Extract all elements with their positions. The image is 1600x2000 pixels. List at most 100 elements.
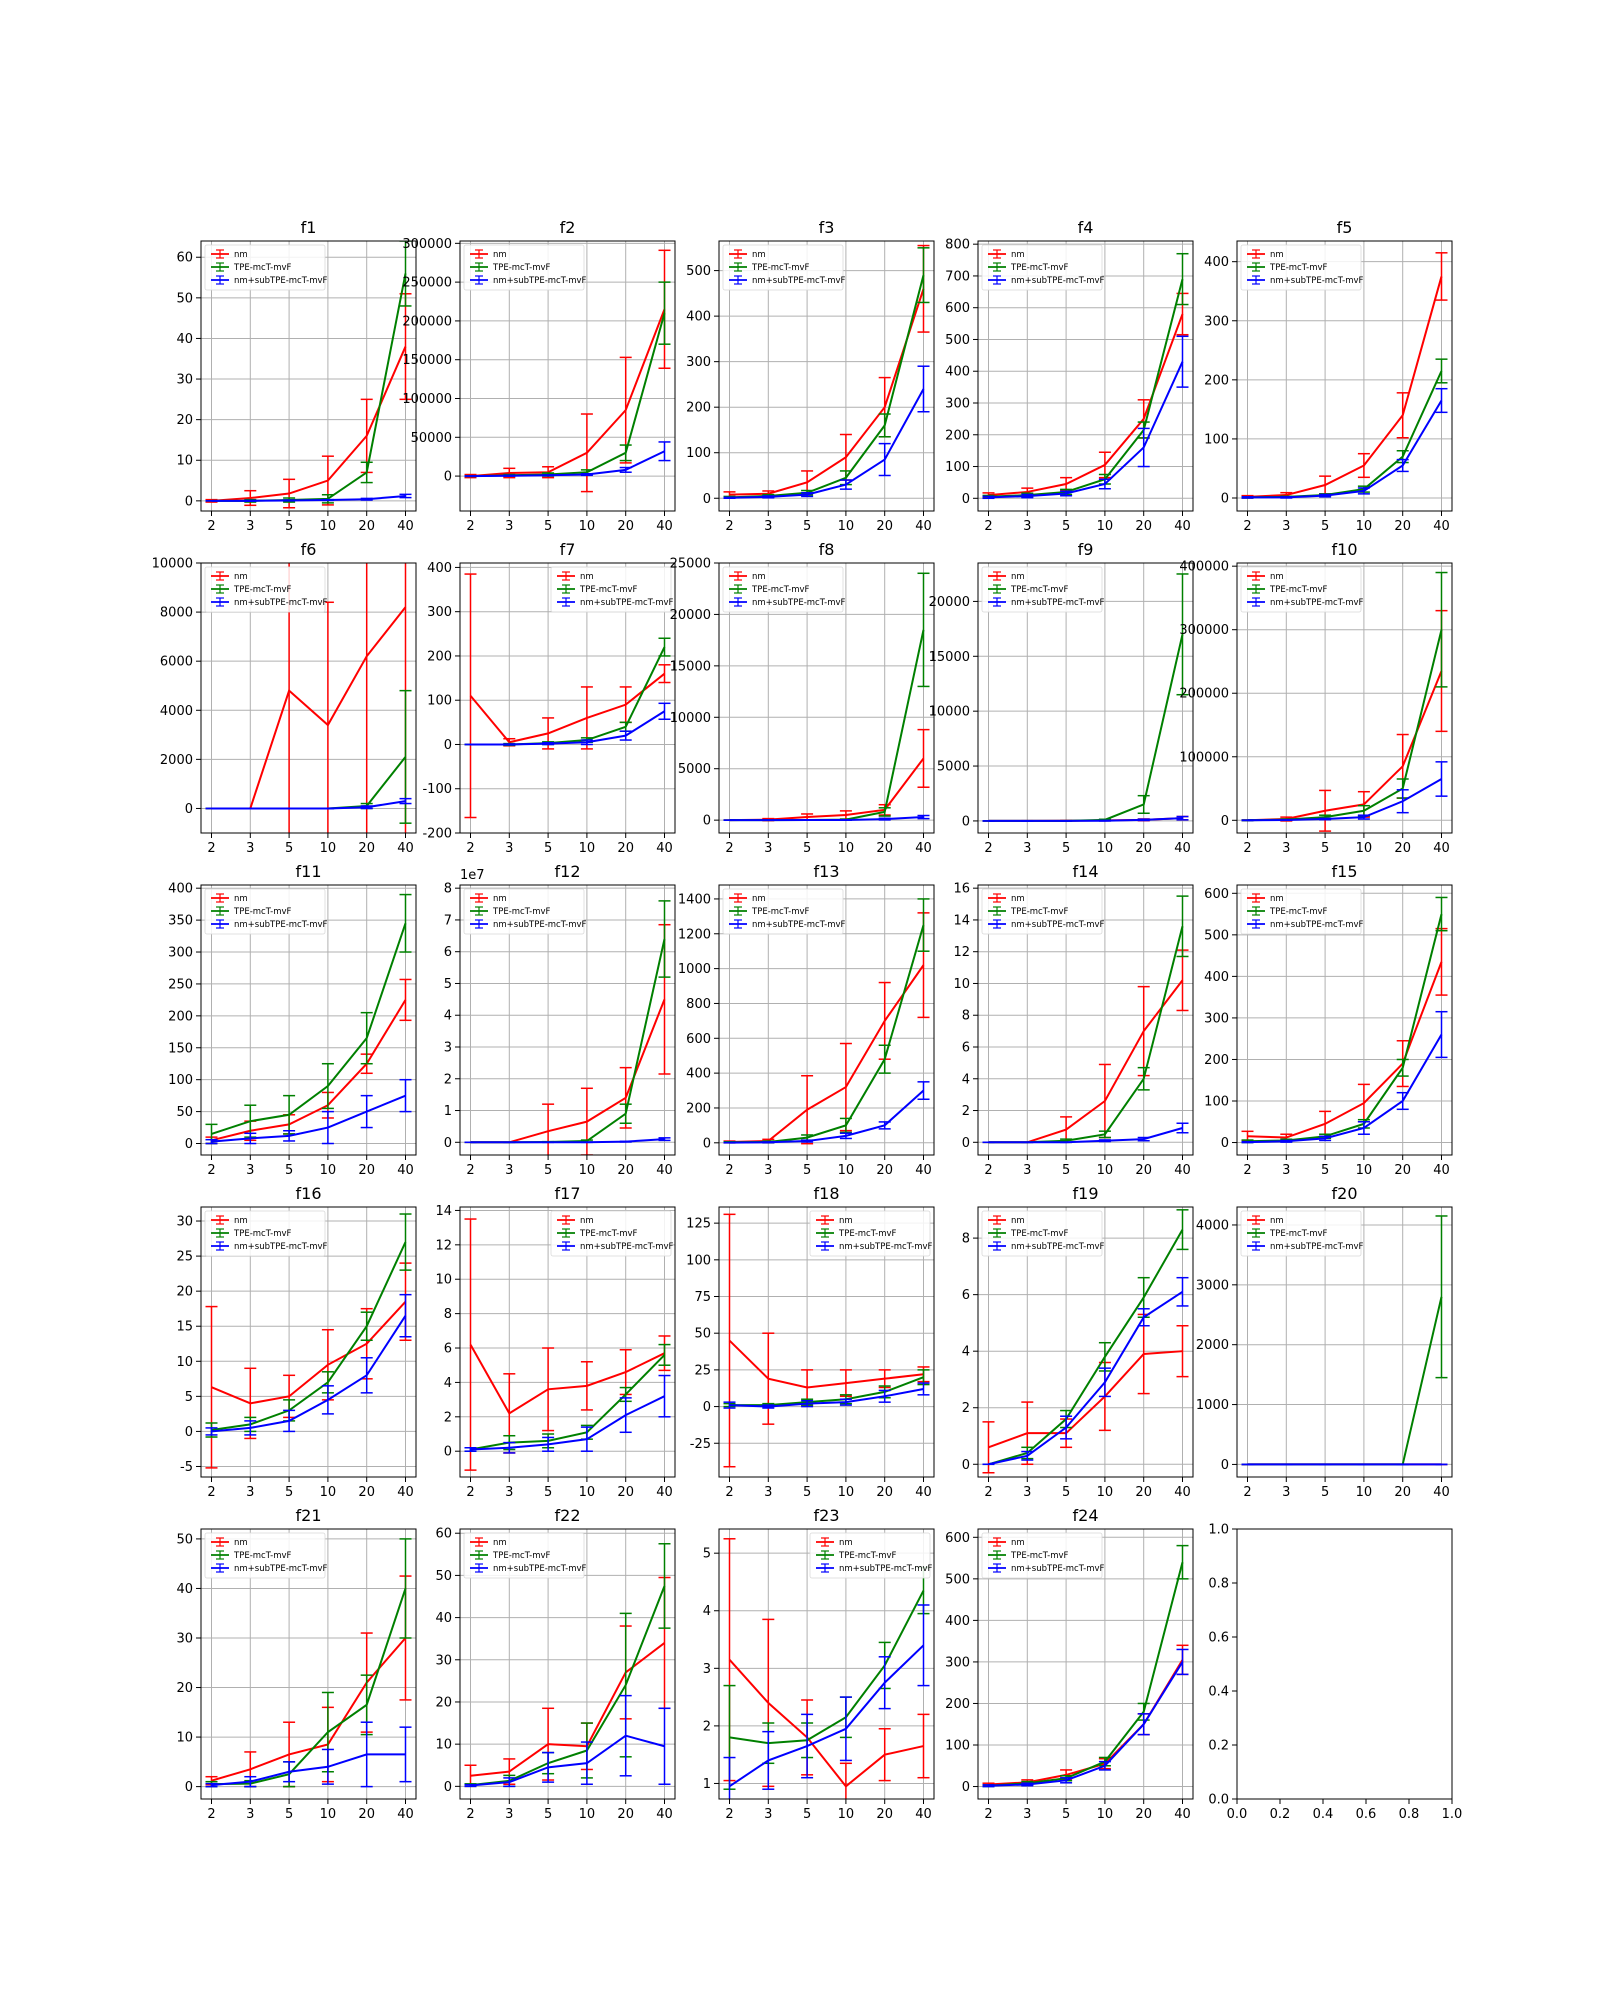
y-tick-label: 0: [703, 1400, 711, 1415]
legend-frame: [809, 1210, 931, 1257]
error-bar: [1176, 252, 1189, 306]
error-bar: [878, 817, 891, 821]
legend-frame: [204, 244, 326, 291]
x-tick-label: 5: [544, 1485, 552, 1500]
legend-label: TPE-mcT-mvF: [233, 1551, 291, 1561]
axes-frame: [459, 1206, 676, 1478]
y-tick-label: 100000: [1179, 750, 1229, 765]
y-tick-label: 15000: [670, 659, 711, 674]
error-bar: [762, 1332, 775, 1425]
error-bar: [1241, 1140, 1254, 1144]
series-line: [1247, 400, 1443, 499]
y-tick-label: 100: [686, 446, 711, 461]
subplot-title: f13: [814, 862, 840, 881]
y-tick-label: 200: [1204, 373, 1229, 388]
plot-area: [723, 244, 930, 500]
subplot-f2: 2 3 5 10 20 40 0 50000 100000 150000 200000 250000 3…: [402, 218, 676, 534]
error-bar: [917, 1081, 930, 1101]
y-tick-label: 400: [686, 1067, 711, 1082]
y-tick-label: 0: [703, 492, 711, 507]
series-line: [211, 346, 407, 502]
y-tick-label: 200000: [402, 314, 452, 329]
y-tick-label: 200: [686, 401, 711, 416]
error-bar: [1357, 487, 1370, 495]
y-tick-label: 0: [962, 492, 970, 507]
y-tick-label: 0.4: [1208, 1685, 1229, 1700]
y-tick-label: 40: [176, 1582, 193, 1597]
error-bar: [619, 1694, 632, 1777]
y-tick-label: 10: [435, 1273, 452, 1288]
legend-entry: nm+subTPE-mcT-mvF: [988, 275, 1104, 286]
x-tick-label: 10: [579, 1807, 596, 1822]
legend-label: nm+subTPE-mcT-mvF: [1011, 1242, 1104, 1252]
x-tick-label: 3: [505, 841, 513, 856]
y-tick-label: 14: [953, 913, 970, 928]
legend-frame: [550, 1210, 672, 1257]
x-tick-label: 10: [320, 1807, 337, 1822]
error-bar: [321, 1110, 334, 1145]
plot-area: [464, 900, 671, 1155]
series-nm+subTPE-mcT-mvF: [464, 702, 671, 746]
legend-entry: TPE-mcT-mvF: [211, 1550, 291, 1561]
error-bar: [801, 1074, 814, 1145]
error-bar: [542, 474, 555, 477]
x-tick-label: 10: [1097, 1485, 1114, 1500]
x-tick-label: 3: [764, 841, 772, 856]
legend-label: nm+subTPE-mcT-mvF: [234, 920, 327, 930]
error-bar: [723, 496, 736, 500]
subplot-title: f12: [555, 862, 581, 881]
plot-area: [464, 573, 671, 819]
legend-label: nm+subTPE-mcT-mvF: [234, 598, 327, 608]
x-tick-label: 5: [285, 1807, 293, 1822]
error-bar: [1396, 392, 1409, 439]
x-tick-label: 2: [984, 1163, 992, 1178]
y-tick-label: 10000: [670, 711, 711, 726]
x-tick-label: 5: [1062, 519, 1070, 534]
error-bar: [878, 1044, 891, 1074]
error-bar: [801, 1399, 814, 1408]
x-tick-label: 40: [915, 841, 932, 856]
y-tick-label: 250: [168, 977, 193, 992]
error-bar: [839, 1132, 852, 1140]
y-tick-label: 1000: [1196, 1398, 1229, 1413]
error-bar: [619, 730, 632, 741]
subplot-f14: 2 3 5 10 20 400246810121416f14nmTPE-mcT-mvFnm…: [953, 862, 1194, 1178]
y-tick-label: 0: [1221, 1136, 1229, 1151]
series-line: [470, 1354, 666, 1451]
x-tick-label: 40: [397, 1163, 414, 1178]
legend-entry: nm+subTPE-mcT-mvF: [557, 1241, 673, 1252]
legend-label: TPE-mcT-mvF: [751, 907, 809, 917]
x-tick-label: 2: [207, 1163, 215, 1178]
y-tick-label: 400: [1204, 970, 1229, 985]
legend-label: TPE-mcT-mvF: [751, 263, 809, 273]
x-tick-label: 10: [579, 1163, 596, 1178]
subplot-f3: 2 3 5 10 20 400100200300400500f3nmTPE-mcT-mvF…: [686, 218, 935, 534]
legend-entry: nm: [211, 249, 248, 260]
legend-entry: TPE-mcT-mvF: [988, 262, 1068, 273]
legend-label: TPE-mcT-mvF: [1269, 907, 1327, 917]
x-tick-label: 40: [915, 519, 932, 534]
y-tick-label: 400000: [1179, 560, 1229, 575]
legend-entry: nm+subTPE-mcT-mvF: [211, 919, 327, 930]
y-tick-label: 400: [686, 310, 711, 325]
legend-frame: [981, 1532, 1103, 1579]
x-tick-label: 40: [397, 519, 414, 534]
y-tick-label: 0: [185, 802, 193, 817]
series-nm: [1241, 252, 1448, 499]
error-bar: [360, 805, 373, 810]
error-bar: [878, 442, 891, 477]
plot-area: [205, 1213, 412, 1469]
plot-area: [1241, 896, 1448, 1144]
plot-area: [982, 573, 1189, 822]
error-bar: [244, 1775, 257, 1788]
error-bar: [244, 499, 257, 503]
legend-label: nm+subTPE-mcT-mvF: [1011, 920, 1104, 930]
legend-label: nm+subTPE-mcT-mvF: [1270, 276, 1363, 286]
error-bar: [762, 495, 775, 499]
y-tick-label: 1000: [678, 962, 711, 977]
series-nm+subTPE-mcT-mvF: [982, 1276, 1189, 1466]
series-line: [988, 361, 1184, 499]
legend: nm TPE-mcT-mvF nm+subTPE-mcT-mvF: [1240, 1210, 1363, 1257]
error-bar: [399, 797, 412, 805]
legend-entry: nm: [988, 1215, 1025, 1226]
